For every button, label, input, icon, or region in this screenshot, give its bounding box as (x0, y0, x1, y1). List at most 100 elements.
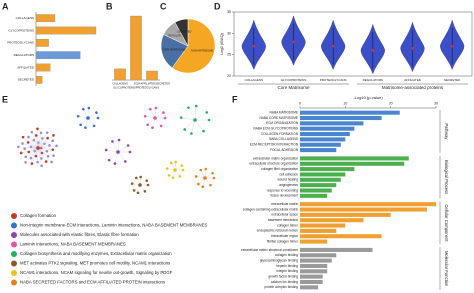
bar (300, 161, 405, 166)
node (146, 183, 150, 187)
legend-swatch (11, 260, 17, 267)
hub-node (36, 146, 40, 150)
edge (37, 145, 57, 149)
node (183, 128, 186, 131)
median (252, 44, 256, 48)
bar (300, 239, 328, 244)
node (39, 131, 43, 135)
node (23, 147, 26, 151)
node (76, 114, 80, 118)
bar (130, 15, 142, 81)
node (179, 116, 183, 119)
hub-node (116, 150, 120, 154)
edge (22, 143, 39, 149)
node (205, 111, 209, 114)
node (24, 155, 28, 159)
bar (300, 279, 323, 285)
bar (300, 258, 332, 263)
x-tick-label: 10 (343, 101, 347, 105)
y-tick-label: 35 (227, 10, 231, 14)
edge (22, 137, 39, 149)
category-label: AFFILIATED (17, 65, 35, 69)
node (82, 107, 85, 111)
category-label: GLYCOPROTEINS (281, 78, 307, 82)
legend-swatch (11, 270, 17, 276)
legend-swatch (11, 279, 17, 286)
bar (300, 148, 337, 153)
node (132, 189, 136, 192)
bar (114, 68, 126, 81)
bar (300, 121, 364, 126)
category-label: SECRETED (444, 78, 461, 82)
bar (35, 14, 56, 23)
legend-label: Molecules associated with elastic fibres… (20, 232, 139, 237)
legend-label: Collagen biosynthesis and modifying enzy… (20, 251, 172, 256)
edge (117, 140, 120, 153)
group-label: Cellular Component (444, 204, 449, 242)
edge (36, 135, 39, 149)
node (136, 191, 140, 195)
category-label: cell adhesion (279, 172, 298, 176)
bar (300, 188, 332, 193)
category-label: basement membrane (268, 218, 298, 222)
hub-node (193, 118, 197, 122)
bar (300, 218, 364, 223)
node (130, 182, 134, 185)
node (202, 129, 205, 133)
category-label: fibrillar collagen trimer (267, 239, 299, 243)
node (207, 118, 211, 122)
edge (37, 128, 39, 149)
median (292, 40, 295, 44)
category-label: COLLAGENS (245, 78, 263, 82)
legend-swatch (11, 232, 17, 238)
node (211, 171, 214, 175)
bar (300, 269, 328, 274)
node (143, 190, 147, 193)
category-label: extracellular region (271, 234, 298, 238)
legend-swatch (11, 213, 17, 219)
category-label: GLYCOPROTEINS (8, 28, 34, 32)
category-label: protein complex binding (264, 285, 298, 289)
category-label: REGULATORS (14, 53, 34, 57)
edge (37, 147, 42, 159)
bar (300, 142, 341, 147)
node (34, 134, 38, 137)
category-label: NABA MATRISOME (270, 111, 298, 115)
category-label: NABA ECM GLYCOPROTEINS (253, 127, 298, 131)
slice-label: SECRETED (177, 29, 191, 33)
node (124, 160, 127, 163)
edge (37, 147, 49, 157)
category-label: tissue development (271, 194, 299, 198)
slice-label: CORE MATRISOME (162, 47, 186, 51)
edge (114, 151, 119, 164)
category-label: GLYCOPROTEINS/PROTEOGLYCANS (113, 86, 159, 90)
hub-node (153, 116, 157, 120)
median (371, 49, 375, 52)
category-label: REGULATORS (363, 78, 383, 82)
node (52, 154, 55, 157)
node (169, 161, 173, 165)
node (212, 176, 216, 180)
bar (300, 172, 346, 177)
y-tick-label: 30 (227, 31, 231, 35)
edge (37, 147, 47, 162)
bar (35, 26, 97, 35)
node (55, 144, 58, 148)
node (24, 161, 27, 164)
node (45, 131, 49, 134)
node (44, 160, 48, 163)
bar (300, 167, 355, 172)
node (199, 168, 203, 172)
category-label: FOCAL ADHESION (270, 148, 299, 152)
node (30, 130, 34, 134)
node (174, 160, 177, 164)
node (201, 185, 205, 189)
category-label: endoplasmic reticulum lumen (257, 229, 299, 233)
bar (300, 183, 337, 188)
bar (300, 132, 350, 137)
hub-node (173, 168, 177, 172)
edge (117, 145, 129, 153)
bar (300, 212, 391, 217)
edge (191, 119, 196, 134)
x-axis-label: -Log10 (p-value) (353, 95, 383, 100)
